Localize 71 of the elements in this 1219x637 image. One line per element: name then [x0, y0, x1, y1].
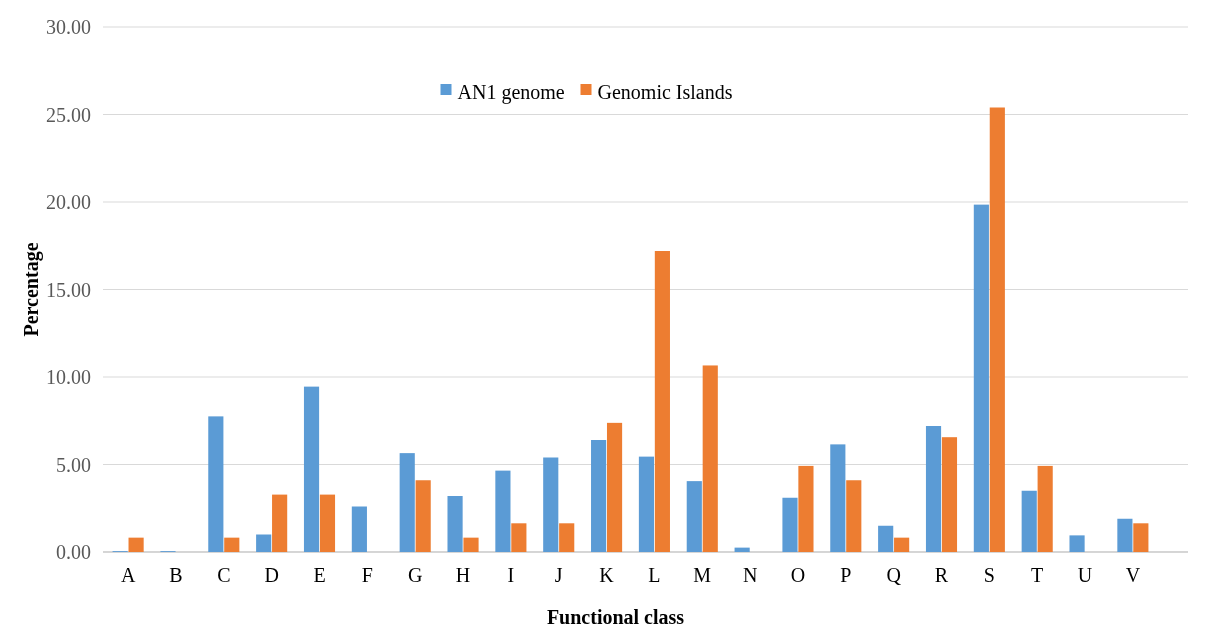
y-tick-label: 10.00 [46, 366, 91, 388]
bar [638, 456, 655, 552]
x-tick-label: A [120, 564, 136, 586]
x-tick-label: S [983, 564, 995, 586]
y-tick-label: 20.00 [46, 191, 91, 213]
bar [415, 480, 431, 552]
bar [543, 457, 559, 552]
bar [830, 444, 846, 552]
bar [782, 497, 798, 552]
x-tick-label: V [1125, 564, 1141, 586]
x-tick-label: C [217, 564, 231, 586]
bar [511, 523, 527, 552]
x-tick-label: U [1077, 564, 1093, 586]
bar [606, 422, 623, 552]
x-tick-label: L [648, 564, 661, 586]
bar [894, 537, 910, 552]
bar [128, 537, 144, 552]
y-axis-title: Percentage [20, 242, 43, 337]
x-tick-label: M [693, 564, 712, 586]
bar [1037, 465, 1053, 552]
x-tick-label: K [599, 564, 615, 586]
bar [208, 416, 224, 552]
bar [846, 480, 862, 552]
bar [256, 534, 272, 552]
x-tick-label: R [934, 564, 949, 586]
bar [351, 506, 367, 552]
bar [702, 365, 718, 552]
x-tick-label: Q [886, 564, 902, 586]
bar [973, 204, 989, 552]
y-tick-label: 25.00 [46, 103, 91, 126]
y-tick-label: 15.00 [46, 278, 91, 301]
bar [303, 386, 320, 552]
bar [878, 525, 894, 552]
y-tick-label: 0.00 [56, 541, 91, 563]
bar [559, 523, 575, 552]
bar [1021, 490, 1037, 552]
x-axis-title: Functional class [546, 606, 685, 628]
bar [463, 537, 479, 552]
bar [224, 537, 240, 552]
x-tick-label: F [361, 564, 373, 586]
bar [591, 440, 607, 552]
bar [272, 494, 288, 552]
x-tick-label: G [407, 564, 423, 586]
bar [1069, 535, 1085, 552]
legend-label: AN1 genome [457, 81, 565, 104]
bar [399, 453, 415, 552]
x-tick-label: N [742, 564, 758, 586]
x-tick-label: D [264, 564, 279, 586]
bar [319, 494, 336, 552]
bar [925, 426, 942, 552]
bar [734, 547, 750, 552]
x-tick-label: J [554, 564, 563, 586]
x-tick-label: T [1031, 564, 1044, 586]
legend-label: Genomic Islands [597, 81, 733, 103]
bar [654, 251, 670, 552]
bar [495, 470, 511, 552]
y-tick-label: 30.00 [46, 16, 91, 38]
y-tick-label: 5.00 [56, 453, 91, 476]
bar [989, 107, 1005, 552]
x-tick-label: E [313, 564, 326, 586]
x-tick-label: B [169, 564, 183, 586]
bar [1117, 518, 1133, 552]
x-tick-label: I [507, 564, 515, 586]
x-tick-label: O [790, 564, 806, 586]
bar [798, 465, 814, 552]
bar [447, 496, 463, 552]
x-tick-label: H [455, 564, 471, 586]
bar [941, 437, 958, 552]
x-tick-label: P [840, 564, 852, 586]
bar [1133, 523, 1149, 552]
bar [686, 481, 702, 552]
